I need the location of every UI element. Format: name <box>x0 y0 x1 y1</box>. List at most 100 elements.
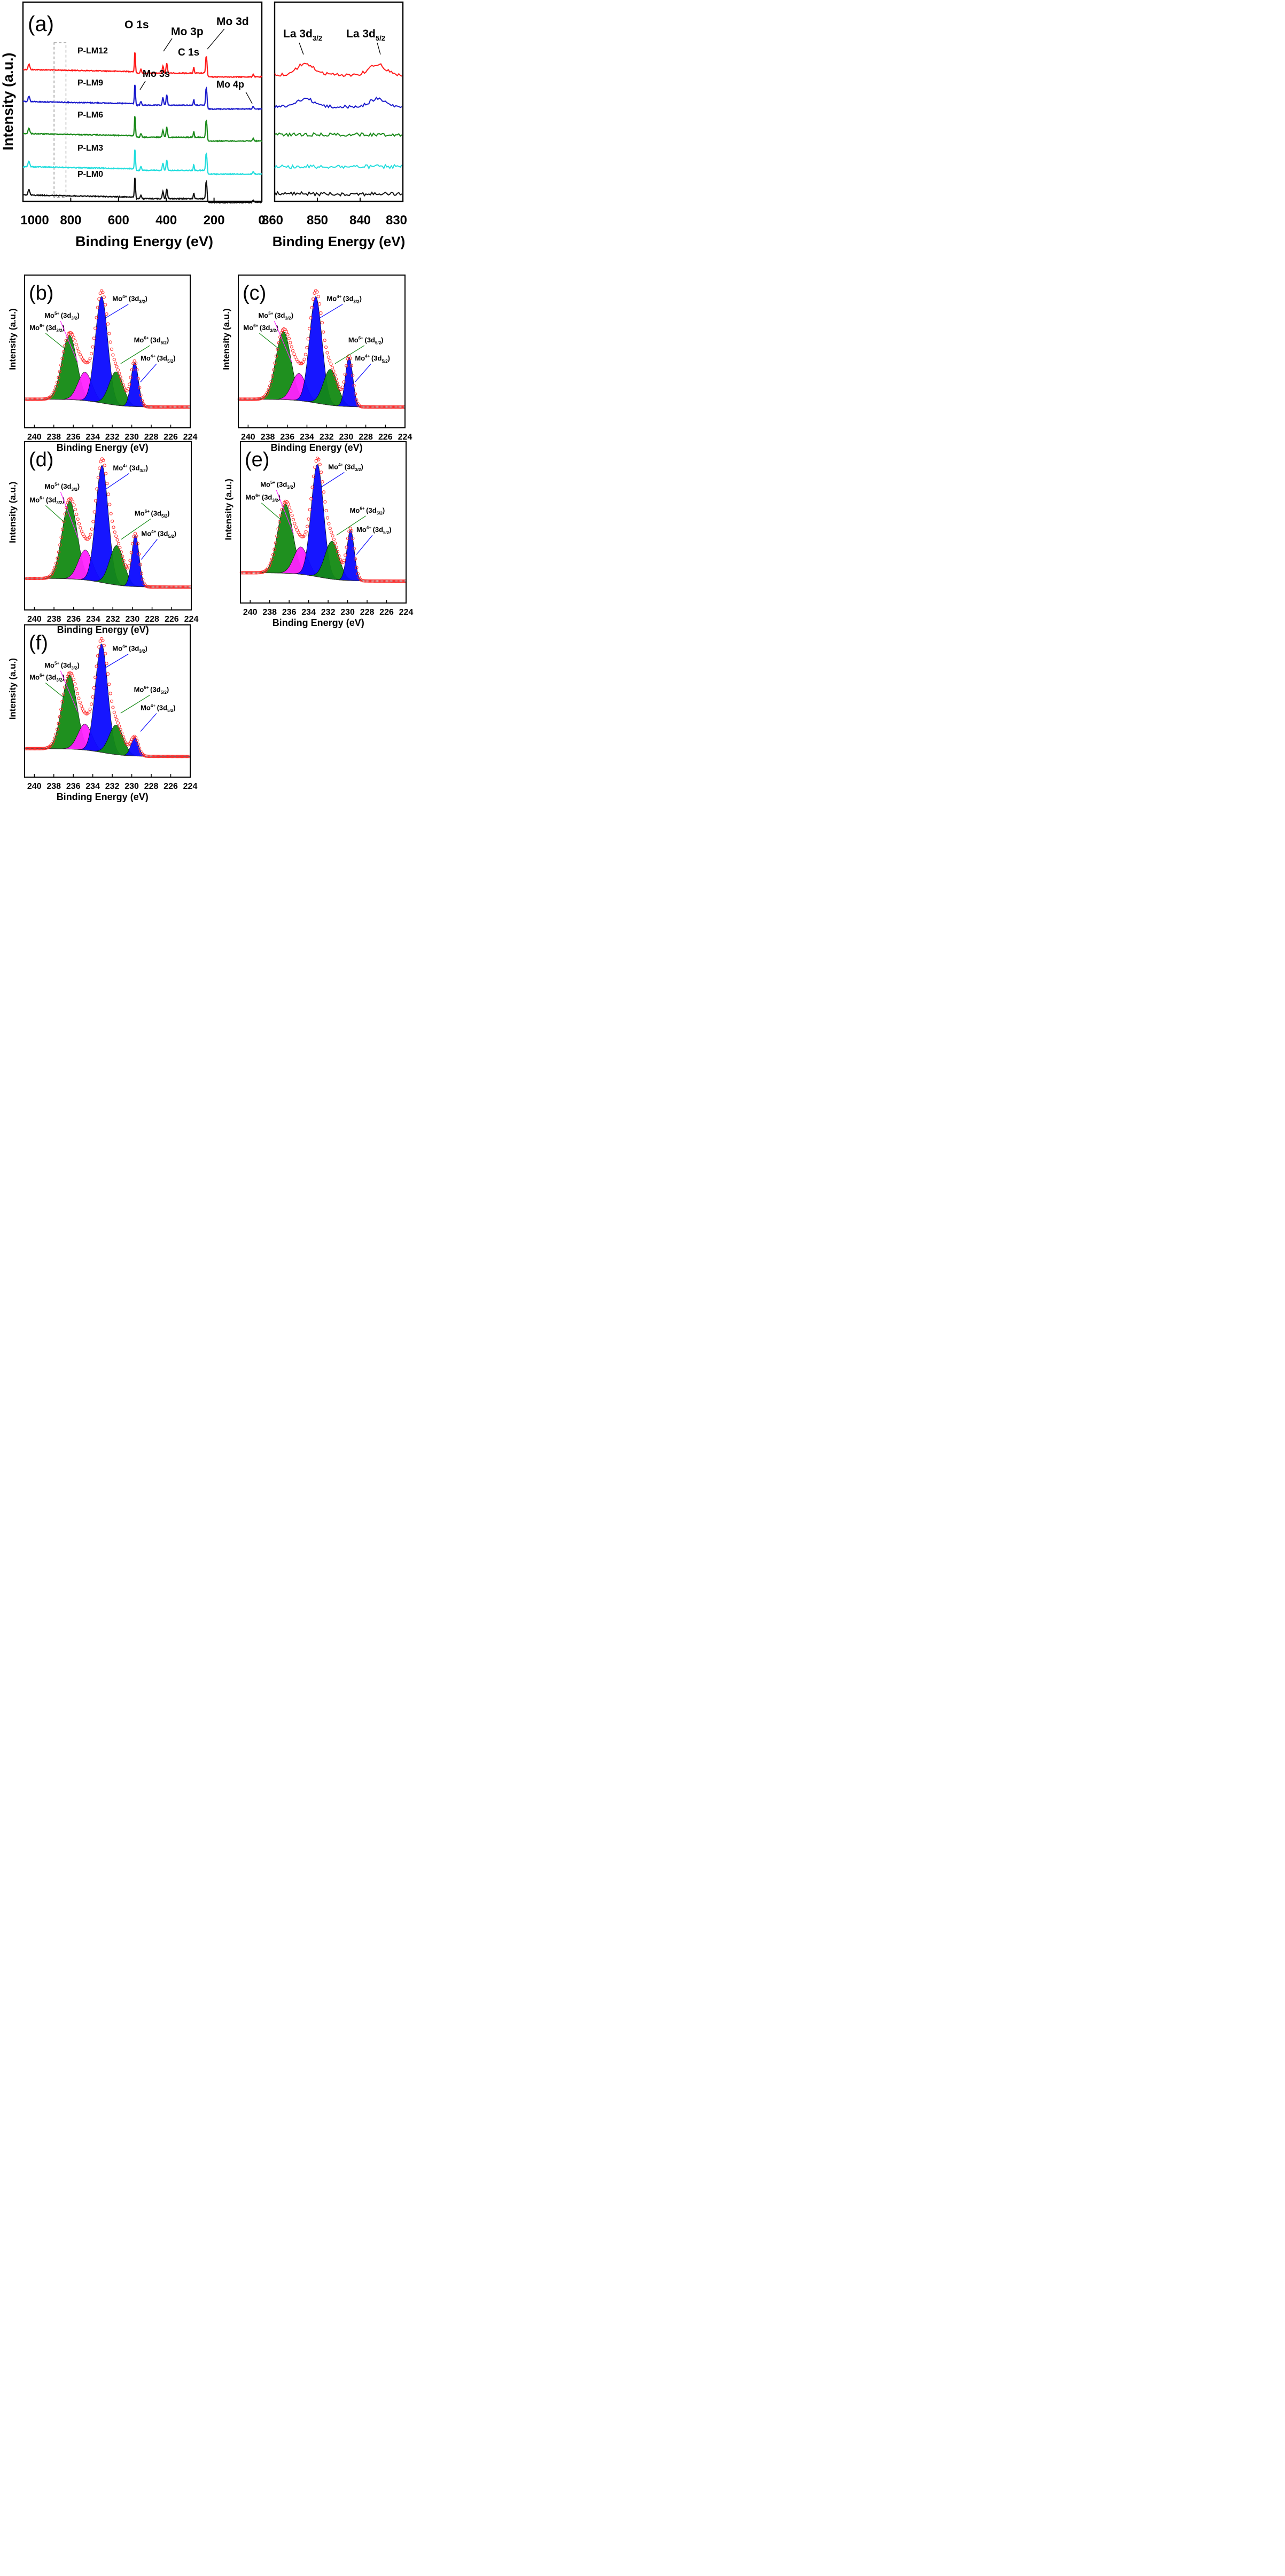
envelope-point <box>277 341 281 344</box>
mo-label-e-2-close: ) <box>361 463 363 471</box>
mo-label-f-4-charge: 4+ <box>151 703 155 708</box>
envelope-point <box>119 728 122 732</box>
envelope-point <box>73 339 77 343</box>
mo3d-ylabel-e: Intensity (a.u.) <box>223 479 233 540</box>
envelope-point <box>332 537 336 542</box>
mo-label-line-e-1 <box>276 490 294 534</box>
mo3d-ticklabel-f-226: 226 <box>163 782 178 791</box>
envelope-point <box>177 755 181 758</box>
mo3d-ticklabel-d-224: 224 <box>184 615 199 624</box>
envelope-point <box>310 486 314 489</box>
envelope-point <box>133 531 137 536</box>
mo-label-c-1-sub: 3/2 <box>285 316 292 321</box>
envelope-point <box>375 579 379 583</box>
envelope-point <box>304 530 308 534</box>
envelope-point <box>356 572 360 576</box>
envelope-point <box>368 579 371 583</box>
mo3d-ticklabel-c-240: 240 <box>241 433 255 442</box>
envelope-point <box>128 559 132 562</box>
envelope-point <box>337 554 341 558</box>
envelope-point <box>135 368 139 372</box>
mo-label-b-4-sub: 5/2 <box>167 359 174 364</box>
envelope-point <box>114 715 118 718</box>
mo-label-b-3-level: (3d <box>150 336 161 344</box>
survey-label-p-lm3: P-LM3 <box>77 144 103 153</box>
envelope-point <box>53 737 57 740</box>
envelope-point <box>107 683 111 686</box>
envelope-point <box>314 459 318 463</box>
envelope-point <box>307 517 310 521</box>
mo-label-e-2: Mo4+ (3d3/2) <box>328 463 363 472</box>
envelope-point <box>111 353 115 357</box>
mo-label-d-2-close: ) <box>146 464 148 472</box>
mo-label-d-4-level: (3d <box>158 529 168 537</box>
envelope-point <box>95 664 98 668</box>
mo-label-b-1-base: Mo <box>44 311 54 319</box>
envelope-point <box>366 579 370 583</box>
envelope-point <box>270 374 274 378</box>
envelope-point <box>395 579 399 583</box>
mo-label-d-3-close: ) <box>167 510 169 518</box>
mo-label-f-1-sub: 3/2 <box>71 665 77 670</box>
envelope-point <box>324 508 328 513</box>
mo3d-xlabel-d: Binding Energy (eV) <box>57 624 149 635</box>
envelope-point <box>344 553 347 557</box>
envelope-point <box>279 513 283 517</box>
envelope-point <box>114 534 118 538</box>
mo-label-c-2-base: Mo <box>326 295 337 303</box>
mo3d-ticklabel-c-232: 232 <box>320 433 334 442</box>
envelope-point <box>121 735 125 739</box>
envelope-point <box>89 533 92 536</box>
la3d-line-p-lm6 <box>274 132 402 137</box>
envelope-point <box>126 387 130 391</box>
mo-label-b-2-charge: 4+ <box>122 294 127 299</box>
envelope-point <box>88 536 91 539</box>
envelope-point <box>60 700 64 704</box>
mo-label-e-1-sub: 3/2 <box>287 485 293 490</box>
mo-label-b-3: Mo6+ (3d5/2) <box>134 335 169 345</box>
mo-label-c-2: Mo4+ (3d3/2) <box>326 294 362 304</box>
envelope-point <box>173 405 177 409</box>
mo-label-line-f-4 <box>140 713 157 732</box>
envelope-point <box>73 507 77 512</box>
envelope-point <box>348 356 352 361</box>
envelope-point <box>309 497 313 500</box>
envelope-point <box>112 526 115 529</box>
mo3d-ticklabel-b-228: 228 <box>144 433 159 442</box>
mo-label-c-0-charge: 6+ <box>253 324 258 328</box>
mo3d-ticklabel-d-230: 230 <box>126 615 140 624</box>
envelope-point <box>287 336 291 340</box>
envelope-point <box>308 508 311 512</box>
mo3d-panel-d: 240 238 236 234 232 230 228 226 224 Binding Energ… <box>7 441 199 635</box>
envelope-point <box>397 405 401 409</box>
envelope-point <box>59 363 63 367</box>
envelope-point <box>92 336 96 340</box>
envelope-point <box>102 458 105 462</box>
mo-label-b-3-close: ) <box>167 336 169 344</box>
mo-label-f-0-base: Mo <box>29 674 40 682</box>
envelope-point <box>274 354 278 358</box>
mo-label-e-3-close: ) <box>383 506 385 514</box>
envelope-point <box>64 339 68 342</box>
mo-label-d-0-base: Mo <box>29 496 40 504</box>
mo-label-e-2-sub: 3/2 <box>355 467 361 472</box>
mo-label-e-4: Mo4+ (3d5/2) <box>356 526 392 535</box>
mo-label-c-2-level: (3d <box>343 295 354 303</box>
mo3d-ticklabel-d-226: 226 <box>165 615 179 624</box>
envelope-point <box>59 535 63 539</box>
mo3d-xlabel-b: Binding Energy (eV) <box>57 442 149 453</box>
la3d-ticklabel-840: 840 <box>349 213 371 228</box>
envelope-point <box>336 550 340 553</box>
mo-label-e-0-sub: 3/2 <box>272 498 278 503</box>
mo-label-b-1-close: ) <box>77 311 79 319</box>
envelope-point <box>129 551 133 554</box>
mo-label-d-0-level: (3d <box>46 496 57 504</box>
envelope-point <box>71 333 74 336</box>
envelope-point <box>116 542 121 545</box>
envelope-point <box>317 458 321 461</box>
envelope-point <box>120 379 124 383</box>
envelope-point <box>379 405 383 409</box>
envelope-point <box>290 345 293 349</box>
mo3d-xlabel-e: Binding Energy (eV) <box>272 617 364 628</box>
